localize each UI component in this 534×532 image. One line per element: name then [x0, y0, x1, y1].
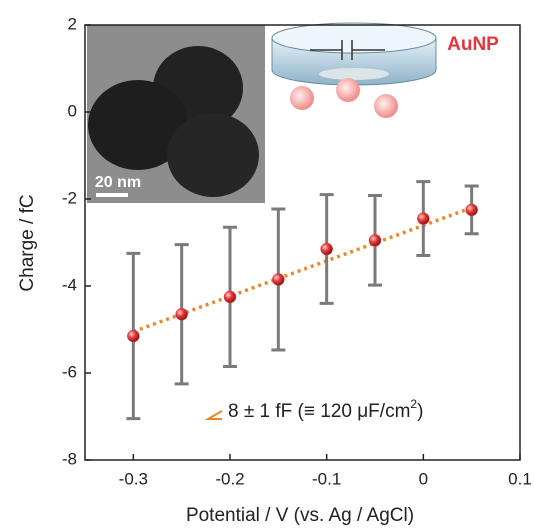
point [175, 308, 188, 321]
scale-bar-label: 20 nm [95, 174, 141, 191]
inset-label: AuNP [447, 34, 499, 55]
annotation: 8 ± 1 fF (≡ 120 μF/cm2) [228, 397, 423, 422]
point [465, 203, 478, 217]
x-tick-label: -0.1 [312, 469, 341, 488]
point [368, 234, 382, 247]
point [320, 242, 333, 256]
y-tick-label: -2 [62, 188, 77, 207]
annotation-sup: 2 [410, 397, 417, 411]
point [223, 290, 237, 304]
y-tick-label: -4 [62, 275, 77, 294]
schematic [271, 22, 437, 118]
angle-symbol [204, 410, 223, 420]
point [127, 329, 140, 343]
x-axis-label: Potential / V (vs. Ag / AgCl) [186, 505, 414, 526]
y-tick-label: 0 [68, 101, 77, 120]
x-tick-label: -0.3 [119, 469, 148, 488]
y-axis-label: Charge / fC [17, 194, 38, 291]
x-tick-label: -0.2 [215, 469, 244, 488]
x-tick-label: 0 [419, 469, 428, 488]
annotation-text: 8 ± 1 fF (≡ 120 μF/cm [228, 401, 410, 422]
point [417, 212, 430, 225]
plot-frame [84, 24, 521, 461]
annotation-end: ) [417, 401, 423, 422]
y-tick-label: -6 [62, 362, 77, 381]
y-tick-label: 2 [68, 14, 77, 33]
x-tick-label: 0.1 [508, 469, 532, 488]
tem-image [87, 25, 265, 203]
point [272, 273, 285, 286]
y-tick-label: -8 [62, 449, 77, 468]
